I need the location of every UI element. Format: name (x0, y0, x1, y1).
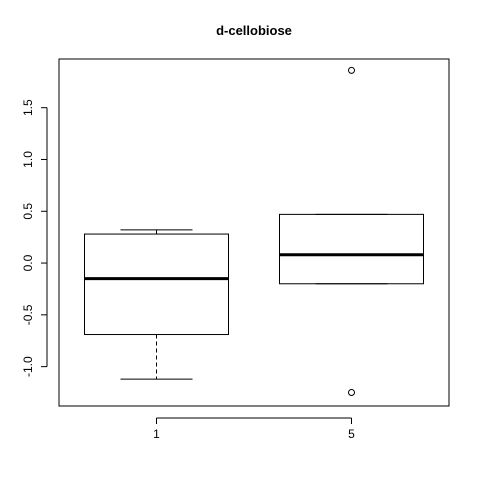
y-tick-label: 1.5 (21, 99, 35, 116)
iqr-box (279, 213, 424, 285)
x-tick-label: 5 (348, 427, 355, 441)
y-axis: -1.0 -0.5 0.0 0.5 1.0 1.5 (21, 99, 48, 377)
plot-frame (58, 58, 450, 407)
y-tick-label: 1.0 (21, 151, 35, 168)
box-group-1 (84, 229, 229, 380)
outlier-point (348, 389, 355, 397)
y-tick-label: -0.5 (21, 304, 35, 325)
iqr-box (84, 233, 229, 336)
y-tick-label: 0.5 (21, 203, 35, 220)
y-tick-label: 0.0 (21, 254, 35, 271)
boxes (84, 66, 424, 397)
x-tick-label: 1 (153, 427, 160, 441)
y-tick-label: -1.0 (21, 356, 35, 377)
outlier-point (348, 66, 355, 74)
chart-title: d-cellobiose (216, 23, 292, 38)
box-group-5 (279, 66, 424, 397)
